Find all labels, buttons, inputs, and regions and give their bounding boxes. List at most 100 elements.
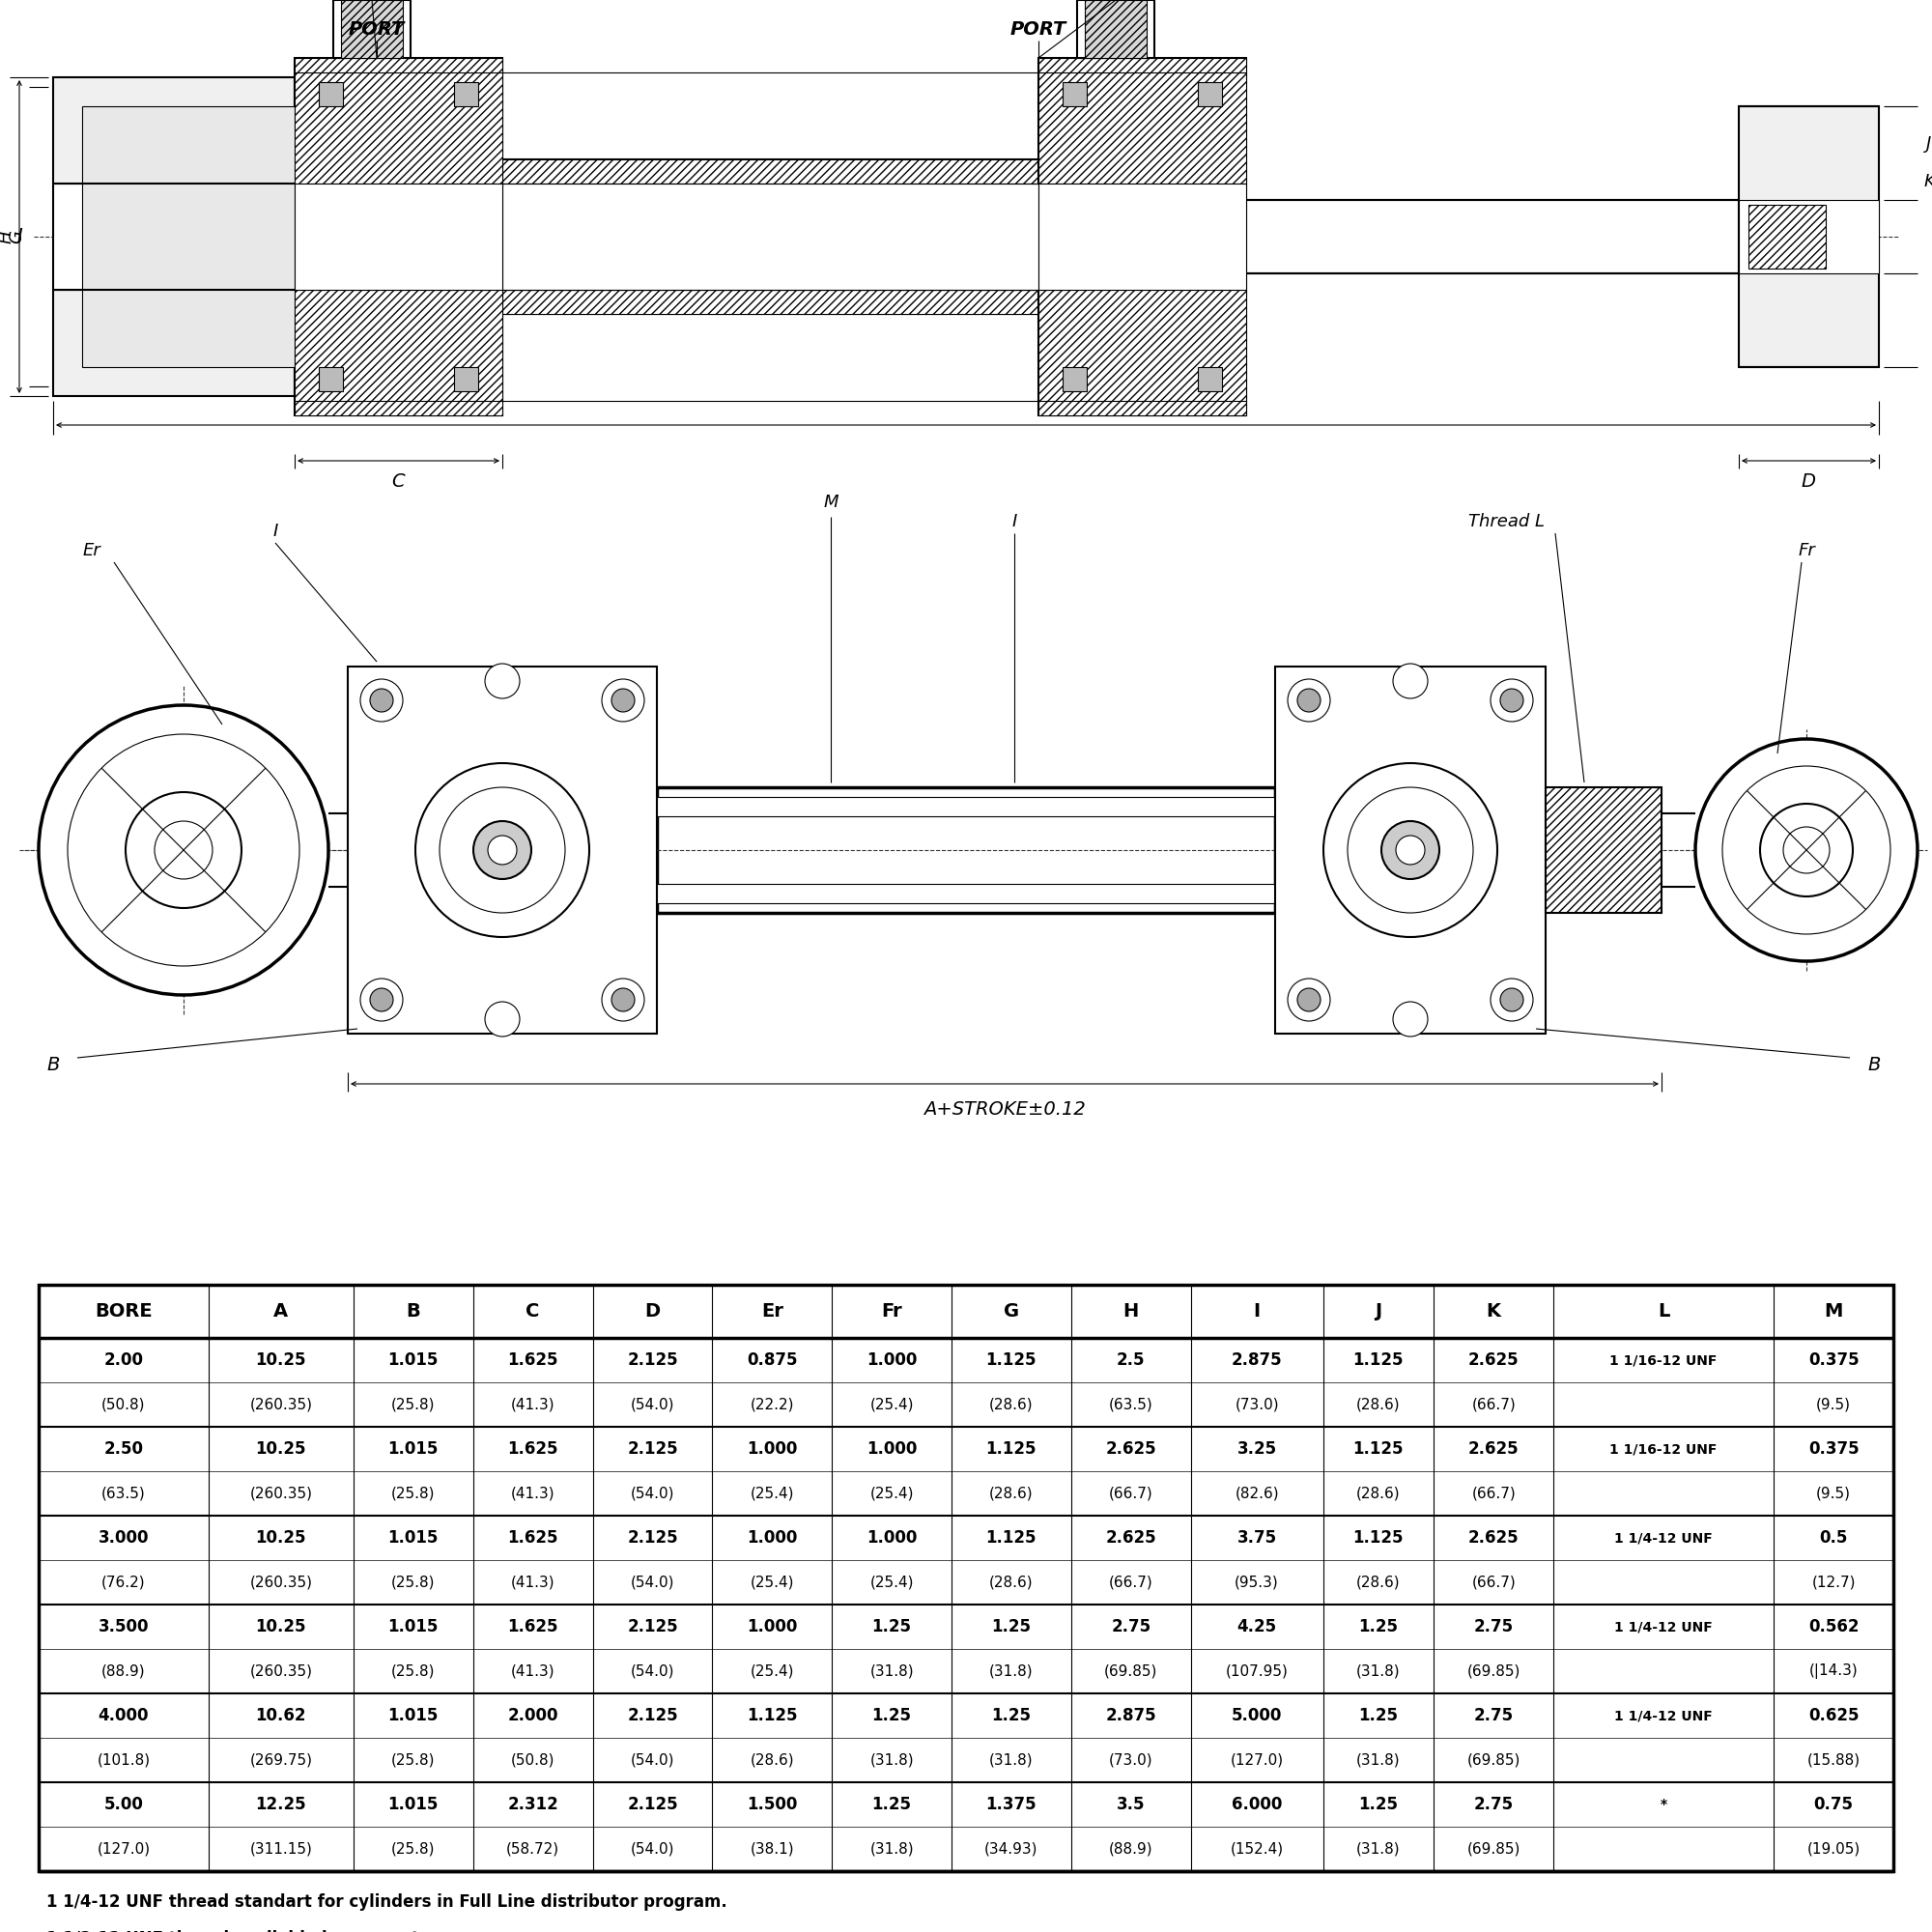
Text: (28.6): (28.6) bbox=[989, 1486, 1034, 1501]
Text: I: I bbox=[1254, 1302, 1260, 1321]
Text: PORT: PORT bbox=[1010, 19, 1066, 39]
Bar bbox=[54, 184, 294, 290]
Text: (12.7): (12.7) bbox=[1812, 1575, 1855, 1590]
Text: (69.85): (69.85) bbox=[1466, 1752, 1520, 1768]
Text: C: C bbox=[392, 473, 404, 491]
Text: 3.500: 3.500 bbox=[99, 1619, 149, 1634]
Bar bbox=[502, 184, 1039, 290]
Circle shape bbox=[68, 734, 299, 966]
Bar bbox=[294, 184, 502, 290]
Bar bbox=[1275, 667, 1546, 1034]
Text: (101.8): (101.8) bbox=[97, 1752, 151, 1768]
Text: 1.015: 1.015 bbox=[388, 1797, 439, 1812]
Text: (28.6): (28.6) bbox=[989, 1397, 1034, 1412]
Text: 1.25: 1.25 bbox=[1358, 1619, 1399, 1634]
Text: 1 1/16-12 UNF: 1 1/16-12 UNF bbox=[1609, 1352, 1718, 1368]
Text: I: I bbox=[272, 522, 278, 539]
Circle shape bbox=[603, 680, 645, 721]
Text: (31.8): (31.8) bbox=[989, 1752, 1034, 1768]
Circle shape bbox=[155, 821, 213, 879]
Text: 1.25: 1.25 bbox=[871, 1708, 912, 1723]
Bar bbox=[319, 81, 344, 106]
Circle shape bbox=[440, 788, 564, 914]
Text: 1.125: 1.125 bbox=[985, 1530, 1037, 1546]
Text: Fr: Fr bbox=[881, 1302, 902, 1321]
Text: 1.000: 1.000 bbox=[866, 1352, 918, 1368]
Circle shape bbox=[603, 978, 645, 1020]
Text: A: A bbox=[274, 1302, 288, 1321]
Text: 10.25: 10.25 bbox=[255, 1530, 307, 1546]
Text: 1 1/4-12 UNF: 1 1/4-12 UNF bbox=[1615, 1619, 1712, 1634]
Bar bbox=[294, 290, 502, 415]
Text: (28.6): (28.6) bbox=[1356, 1575, 1401, 1590]
Bar bbox=[1063, 367, 1086, 390]
Circle shape bbox=[359, 978, 402, 1020]
Text: (50.8): (50.8) bbox=[510, 1752, 554, 1768]
Text: 2.125: 2.125 bbox=[628, 1619, 678, 1634]
Text: (41.3): (41.3) bbox=[510, 1397, 554, 1412]
Text: 10.62: 10.62 bbox=[255, 1708, 307, 1723]
Circle shape bbox=[1298, 989, 1321, 1012]
Text: 10.25: 10.25 bbox=[255, 1441, 307, 1457]
Circle shape bbox=[1723, 765, 1889, 935]
Text: 2.625: 2.625 bbox=[1468, 1352, 1519, 1368]
Text: (127.0): (127.0) bbox=[1231, 1752, 1283, 1768]
Text: (28.6): (28.6) bbox=[1356, 1486, 1401, 1501]
Bar bbox=[1039, 290, 1246, 415]
Text: (54.0): (54.0) bbox=[630, 1486, 674, 1501]
Text: (25.4): (25.4) bbox=[750, 1575, 794, 1590]
Circle shape bbox=[611, 989, 634, 1012]
Text: 2.75: 2.75 bbox=[1474, 1797, 1513, 1812]
Bar bbox=[43, 580, 1889, 1121]
Text: 1.000: 1.000 bbox=[866, 1441, 918, 1457]
Bar bbox=[1246, 201, 1739, 272]
Text: C: C bbox=[526, 1302, 539, 1321]
Text: B: B bbox=[406, 1302, 421, 1321]
Text: 2.75: 2.75 bbox=[1474, 1708, 1513, 1723]
Text: PORT: PORT bbox=[348, 19, 406, 39]
Text: 0.375: 0.375 bbox=[1808, 1352, 1859, 1368]
Bar bbox=[1739, 201, 1878, 272]
Text: (31.8): (31.8) bbox=[869, 1752, 914, 1768]
Text: (41.3): (41.3) bbox=[510, 1575, 554, 1590]
Text: 2.625: 2.625 bbox=[1468, 1530, 1519, 1546]
Text: 3.25: 3.25 bbox=[1236, 1441, 1277, 1457]
Text: (31.8): (31.8) bbox=[989, 1663, 1034, 1679]
Bar bbox=[502, 160, 1039, 184]
Text: G: G bbox=[8, 230, 25, 243]
Text: 0.562: 0.562 bbox=[1808, 1619, 1859, 1634]
Text: (73.0): (73.0) bbox=[1109, 1752, 1153, 1768]
Bar bbox=[1039, 58, 1246, 415]
Text: Er: Er bbox=[761, 1302, 782, 1321]
Circle shape bbox=[1287, 978, 1329, 1020]
Text: (54.0): (54.0) bbox=[630, 1841, 674, 1857]
Circle shape bbox=[1492, 680, 1534, 721]
Circle shape bbox=[126, 792, 242, 908]
Text: K: K bbox=[1924, 174, 1932, 191]
Bar bbox=[348, 667, 657, 1034]
Text: (41.3): (41.3) bbox=[510, 1663, 554, 1679]
Text: (54.0): (54.0) bbox=[630, 1575, 674, 1590]
Text: (34.93): (34.93) bbox=[985, 1841, 1037, 1857]
Text: (25.4): (25.4) bbox=[869, 1486, 914, 1501]
Text: (28.6): (28.6) bbox=[989, 1575, 1034, 1590]
Text: 1.015: 1.015 bbox=[388, 1352, 439, 1368]
Text: (31.8): (31.8) bbox=[1356, 1663, 1401, 1679]
Text: 0.5: 0.5 bbox=[1820, 1530, 1847, 1546]
Text: (19.05): (19.05) bbox=[1806, 1841, 1861, 1857]
Text: (95.3): (95.3) bbox=[1235, 1575, 1279, 1590]
Text: (127.0): (127.0) bbox=[97, 1841, 151, 1857]
Text: 2.125: 2.125 bbox=[628, 1530, 678, 1546]
Text: 1.625: 1.625 bbox=[508, 1352, 558, 1368]
Text: (25.8): (25.8) bbox=[392, 1397, 435, 1412]
Text: 1.125: 1.125 bbox=[1352, 1441, 1405, 1457]
Bar bbox=[454, 81, 479, 106]
Text: (82.6): (82.6) bbox=[1235, 1486, 1279, 1501]
Text: (31.8): (31.8) bbox=[1356, 1752, 1401, 1768]
Text: 1.015: 1.015 bbox=[388, 1619, 439, 1634]
Text: (31.8): (31.8) bbox=[1356, 1841, 1401, 1857]
Bar bbox=[1546, 788, 1662, 914]
Text: 2.625: 2.625 bbox=[1468, 1441, 1519, 1457]
Text: 1.25: 1.25 bbox=[991, 1708, 1032, 1723]
Text: M: M bbox=[1824, 1302, 1843, 1321]
